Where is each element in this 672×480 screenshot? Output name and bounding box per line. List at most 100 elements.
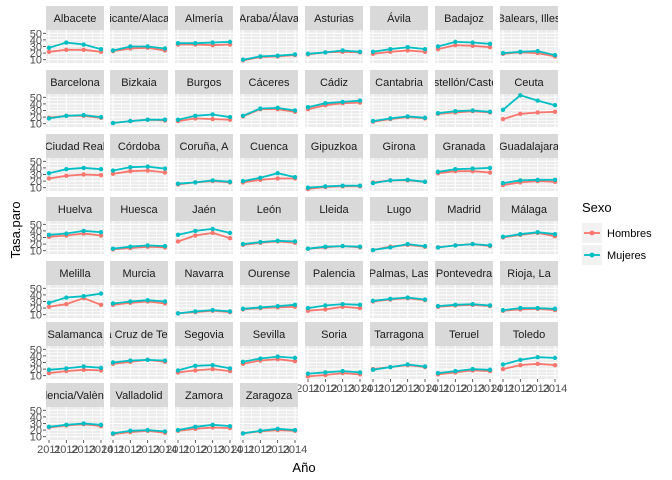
x-tick-label: 2013 [330, 383, 354, 395]
y-tick-label: 50 [30, 219, 42, 231]
series-line-hombres [437, 170, 491, 175]
y-tick-label: 30 [30, 297, 42, 309]
facet-strip [435, 197, 493, 221]
y-tick-label: 10 [30, 119, 42, 131]
legend-label: Hombres [607, 228, 652, 240]
data-point-mujeres [145, 357, 150, 363]
data-point-mujeres [162, 117, 168, 122]
facet-panel: Balears, Illes [500, 6, 558, 63]
series-line-mujeres [437, 368, 491, 374]
series-line-hombres [177, 117, 231, 122]
legend-key-point [589, 230, 595, 236]
data-point-mujeres [81, 421, 86, 426]
series-line-mujeres [307, 49, 361, 55]
x-tick-label: 2013 [525, 383, 549, 395]
data-point-mujeres [487, 367, 493, 372]
data-point-hombres [64, 47, 69, 52]
data-point-mujeres [162, 358, 168, 363]
series-line-hombres [48, 232, 102, 238]
x-tick-label: 2014 [218, 444, 242, 456]
data-point-mujeres [227, 39, 233, 45]
data-point-mujeres [46, 300, 52, 306]
data-point-hombres [64, 173, 69, 179]
y-tick-label: 20 [30, 425, 42, 437]
x-tick-label: 2014 [153, 444, 177, 456]
series-line-mujeres [112, 118, 165, 124]
series-line-mujeres [242, 427, 296, 435]
facet-label: Murcia [122, 268, 156, 280]
series-line-mujeres [307, 303, 361, 309]
data-point-mujeres [240, 306, 246, 311]
data-point-mujeres [340, 99, 345, 105]
series-line-mujeres [48, 41, 102, 50]
data-point-hombres [145, 168, 150, 173]
data-point-mujeres [470, 366, 475, 372]
series-line-hombres [112, 245, 166, 251]
facet-panel: Jaén [175, 197, 233, 254]
data-point-mujeres [258, 106, 263, 111]
facet-panel: Navarra [175, 261, 233, 318]
data-point-mujeres [357, 244, 363, 249]
facet-strip [305, 70, 363, 94]
data-point-mujeres [81, 112, 86, 118]
series-line-mujeres [48, 229, 102, 236]
data-point-hombres [535, 110, 540, 115]
data-point-mujeres [552, 177, 558, 182]
y-tick-label: 50 [30, 344, 42, 356]
data-point-mujeres [145, 164, 150, 169]
y-tick-label: 40 [30, 351, 42, 363]
facet-panel: Palmas, Las [369, 261, 430, 318]
facet-panel: Granada [435, 134, 493, 191]
facet-label: Ciudad Real [45, 141, 106, 153]
facet-label: Toledo [513, 329, 545, 341]
facet-strip [500, 6, 558, 30]
data-point-mujeres [46, 45, 52, 51]
facet-panel: Girona [370, 134, 428, 191]
facet-panel: Almería [175, 6, 233, 63]
series-line-mujeres [437, 303, 491, 307]
facet-panel: Castellón/Castelló [435, 70, 493, 127]
data-point-hombres [552, 109, 558, 115]
data-point-mujeres [470, 301, 475, 307]
x-tick-label: 2012 [118, 444, 142, 456]
x-tick-label: 2014 [89, 444, 113, 456]
data-point-mujeres [500, 50, 506, 56]
legend: Sexo Hombres Mujeres [582, 200, 652, 265]
facet-label: Palmas, Las [369, 268, 430, 280]
data-point-mujeres [81, 165, 86, 171]
facet-panel: Palencia [305, 261, 363, 318]
data-point-hombres [487, 170, 493, 175]
facet-label: Huesca [120, 204, 158, 216]
facet-label: Granada [443, 141, 487, 153]
series-line-mujeres [112, 429, 166, 435]
series-line-hombres [48, 48, 102, 53]
data-point-mujeres [305, 51, 311, 56]
data-point-hombres [128, 169, 133, 174]
facet-panel: Cuenca [240, 134, 298, 191]
facet-panel: Asturias [305, 6, 363, 63]
y-tick-label: 40 [30, 99, 42, 111]
facet-label: Santa Cruz de Tenerife [83, 329, 195, 341]
facet-strip [240, 197, 298, 221]
facet-panel: Coruña, A [175, 134, 233, 191]
data-point-mujeres [500, 180, 506, 186]
data-point-mujeres [370, 180, 376, 186]
data-point-mujeres [128, 428, 133, 433]
data-point-mujeres [110, 431, 116, 436]
series-line-hombres [178, 43, 231, 47]
facet-label: Barcelona [50, 77, 100, 89]
series-line-mujeres [112, 358, 166, 364]
data-point-hombres [46, 304, 52, 309]
series-line-mujeres [177, 364, 231, 372]
series-line-hombres [437, 369, 491, 376]
y-tick-label: 10 [30, 183, 42, 195]
facet-label: Teruel [449, 329, 479, 341]
data-point-hombres [518, 362, 523, 368]
series-line-mujeres [372, 178, 426, 184]
series-line-hombres [502, 180, 556, 186]
data-point-mujeres [292, 239, 298, 244]
data-point-hombres [210, 366, 215, 372]
